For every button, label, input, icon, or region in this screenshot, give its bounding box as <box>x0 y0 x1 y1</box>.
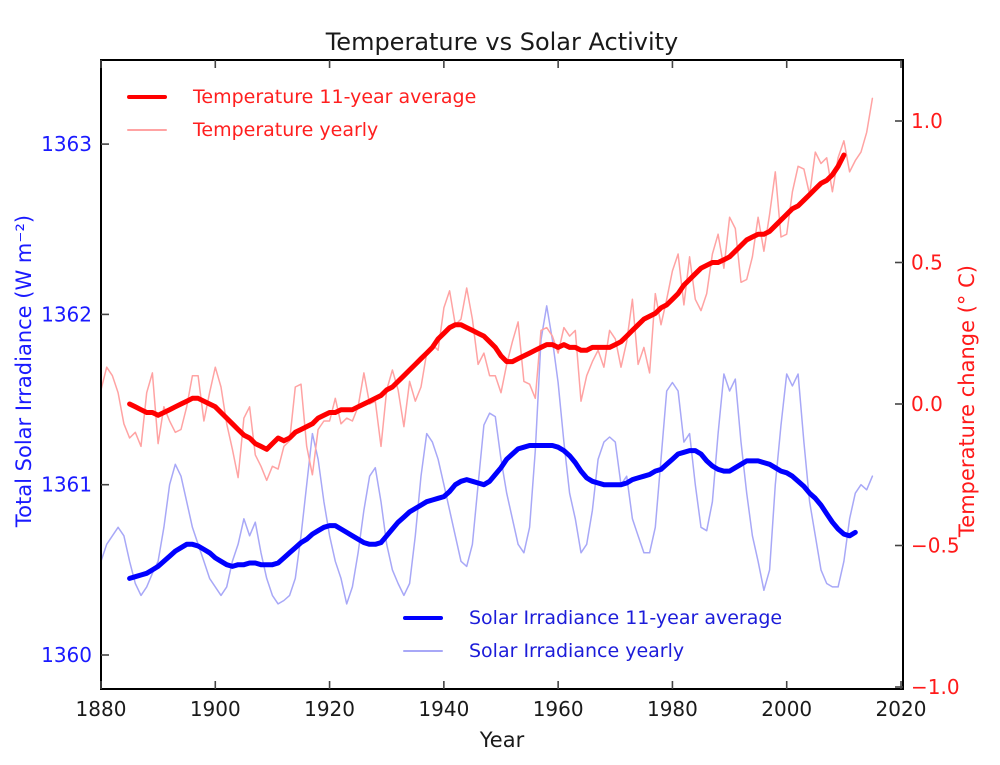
x-tick-label: 2020 <box>876 697 927 721</box>
legend-item-temperature-average: Temperature 11-year average <box>127 80 476 113</box>
solar-yearly-line <box>101 305 874 605</box>
right-y-tick-label: 1.0 <box>911 109 943 133</box>
legend-label-temperature-average: Temperature 11-year average <box>193 85 477 108</box>
legend-temperature: Temperature 11-year average Temperature … <box>127 80 476 146</box>
legend-item-temperature-yearly: Temperature yearly <box>127 113 476 146</box>
x-tick-label: 1960 <box>533 697 584 721</box>
temperature-average-line-swatch <box>127 94 167 99</box>
x-axis-label: Year <box>479 728 525 752</box>
chart-title: Temperature vs Solar Activity <box>325 28 679 56</box>
temperature-average-line <box>127 152 847 452</box>
temperature-yearly-line <box>101 97 874 482</box>
solar-average-line-swatch <box>403 615 443 620</box>
x-tick-label: 1920 <box>304 697 355 721</box>
x-tick-label: 1880 <box>76 697 127 721</box>
axis-ticks <box>100 60 903 689</box>
series-group <box>101 97 874 605</box>
left-axis-label: Total Solar Irradiance (W m⁻²) <box>12 214 36 528</box>
left-y-tick-label: 1362 <box>41 302 92 326</box>
right-y-tick-label: 0.0 <box>911 392 943 416</box>
plot-frame <box>100 59 904 690</box>
x-tick-label: 2000 <box>761 697 812 721</box>
left-y-tick-label: 1363 <box>41 132 92 156</box>
right-y-tick-label: −1.0 <box>911 675 960 699</box>
x-tick-label: 1900 <box>190 697 241 721</box>
solar-average-line <box>127 443 858 581</box>
right-axis-label: Temperature change (° C) <box>955 265 979 537</box>
legend-solar: Solar Irradiance 11-year average Solar I… <box>403 601 782 667</box>
right-y-tick-label: −0.5 <box>911 534 960 558</box>
temperature-yearly-line-swatch <box>127 128 167 131</box>
x-tick-label: 1980 <box>647 697 698 721</box>
solar-yearly-line-swatch <box>403 649 443 652</box>
left-y-tick-label: 1361 <box>41 473 92 497</box>
legend-item-solar-average: Solar Irradiance 11-year average <box>403 601 782 634</box>
right-y-tick-label: 0.5 <box>911 251 943 275</box>
legend-label-solar-average: Solar Irradiance 11-year average <box>469 606 783 629</box>
legend-label-solar-yearly: Solar Irradiance yearly <box>469 639 685 662</box>
left-y-tick-label: 1360 <box>41 643 92 667</box>
legend-item-solar-yearly: Solar Irradiance yearly <box>403 634 782 667</box>
legend-label-temperature-yearly: Temperature yearly <box>193 118 379 141</box>
x-tick-label: 1940 <box>418 697 469 721</box>
